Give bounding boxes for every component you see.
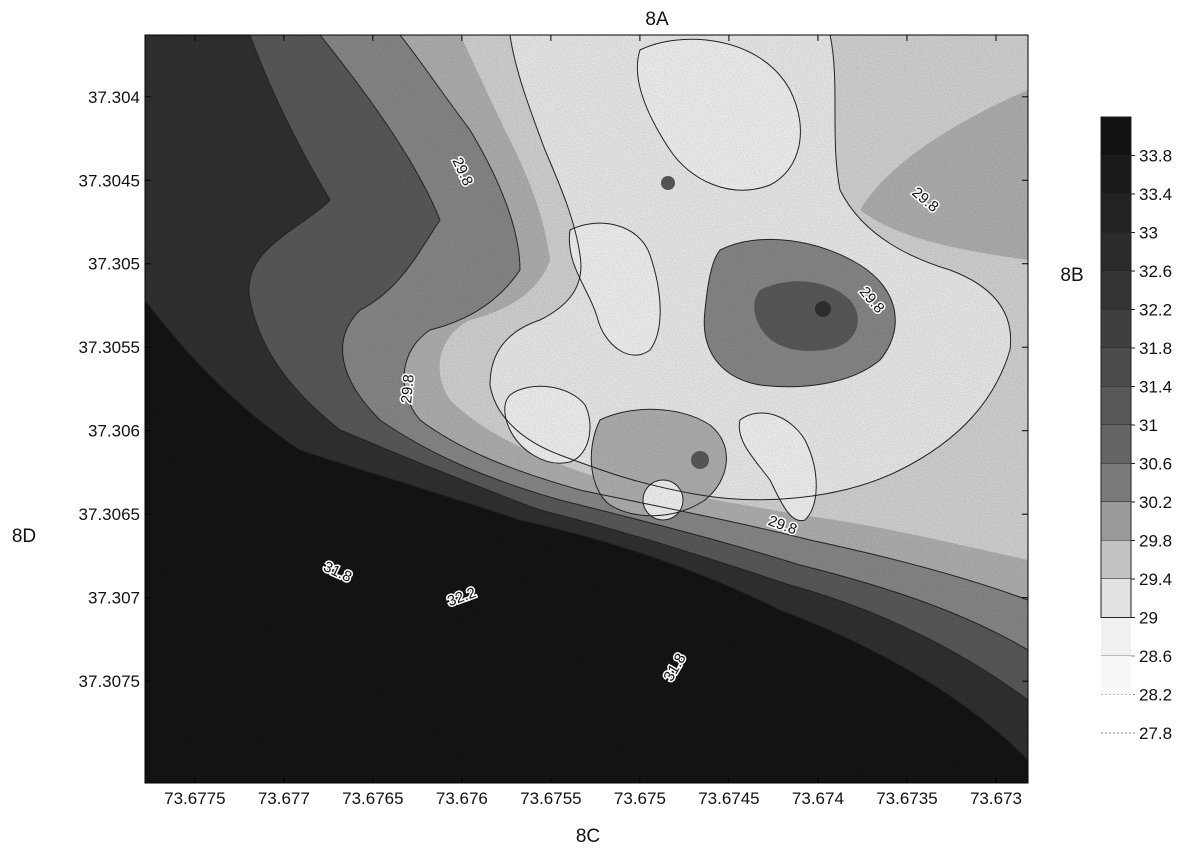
- contour-line-light: [399, 35, 1028, 601]
- legend-swatch: [1101, 271, 1131, 310]
- x-tick-label: 73.6775: [164, 789, 225, 808]
- legend-level-label: 29: [1139, 609, 1158, 628]
- y-tick-label: 37.3075: [79, 672, 140, 691]
- side-label-bottom: 8C: [576, 826, 600, 847]
- y-tick-label: 37.306: [88, 422, 140, 441]
- legend-swatch: [1101, 386, 1131, 425]
- legend-level-label: 28.6: [1139, 647, 1172, 666]
- legend-level-label: 28.2: [1139, 686, 1172, 705]
- legend-swatch: [1101, 194, 1131, 233]
- legend-swatch: [1101, 425, 1131, 464]
- legend-level-label: 31: [1139, 416, 1158, 435]
- legend-level-label: 32.2: [1139, 301, 1172, 320]
- legend-level-label: 29.4: [1139, 570, 1172, 589]
- axis-layer: 73.6775 73.677 73.6765 73.676 73.6755 73.675 7…: [79, 35, 1028, 808]
- legend-swatch: [1101, 155, 1131, 194]
- contour-line-right-pocket: [738, 412, 817, 522]
- side-label-left: 8D: [12, 526, 36, 547]
- y-tick-label: 37.3055: [79, 338, 140, 357]
- legend-swatch: [1101, 232, 1131, 271]
- y-tick-label: 37.305: [88, 255, 140, 274]
- y-tick-label: 37.3045: [79, 171, 140, 190]
- contour-line-bottom-pocket: [504, 385, 591, 464]
- legend-swatch: [1101, 502, 1131, 541]
- contour-plot-area: [145, 35, 1028, 783]
- legend-level-label: 27.8: [1139, 724, 1172, 743]
- x-tick-label: 73.674: [792, 789, 844, 808]
- contour-line-lower-island: [590, 408, 727, 517]
- legend-swatch: [1101, 463, 1131, 502]
- x-tick-label: 73.676: [436, 789, 488, 808]
- legend-swatch: [1101, 617, 1131, 656]
- contour-line-mid-dark: [248, 35, 1028, 701]
- contour-line-inner: [489, 35, 1012, 501]
- legend-swatch: [1101, 656, 1131, 695]
- x-tick-label: 73.6745: [698, 789, 759, 808]
- x-tick-label: 73.677: [258, 789, 310, 808]
- y-tick-label: 37.304: [88, 88, 140, 107]
- legend-level-label: 30.6: [1139, 455, 1172, 474]
- contour-line-dark-edge: [145, 299, 1028, 761]
- contour-value-label: 29.8: [398, 374, 417, 405]
- x-tick-label: 73.6755: [520, 789, 581, 808]
- legend-swatch: [1101, 348, 1131, 387]
- contour-line-outer: [319, 35, 1028, 651]
- side-label-right: 8B: [1060, 265, 1083, 286]
- contour-line-lower-ring: [642, 479, 684, 521]
- x-tick-label: 73.675: [614, 789, 666, 808]
- y-tick-label: 37.3065: [79, 505, 140, 524]
- legend-level-label: 33.8: [1139, 147, 1172, 166]
- legend-level-label: 33: [1139, 224, 1158, 243]
- legend-level-label: 31.8: [1139, 339, 1172, 358]
- legend-frame: [1100, 116, 1132, 618]
- y-tick-label: 37.307: [88, 589, 140, 608]
- legend-level-label: 33.4: [1139, 185, 1172, 204]
- legend-swatch: [1101, 540, 1131, 579]
- x-tick-label: 73.673: [970, 789, 1022, 808]
- contour-line-top-pocket: [636, 38, 801, 191]
- contour-lines: [145, 35, 1028, 761]
- plot-frame: [144, 34, 1029, 784]
- side-label-top: 8A: [645, 9, 669, 30]
- legend-level-label: 29.8: [1139, 532, 1172, 551]
- legend-level-label: 31.4: [1139, 378, 1172, 397]
- legend-level-label: 32.6: [1139, 262, 1172, 281]
- contour-line-center-island: [703, 238, 896, 388]
- color-legend: 33.8 33.4 33 32.6 32.2 31.8 31.4 31 30.6 30.2 29.8…: [1100, 116, 1172, 743]
- x-tick-label: 73.6735: [876, 789, 937, 808]
- legend-level-label: 30.2: [1139, 493, 1172, 512]
- legend-swatch: [1101, 694, 1131, 733]
- legend-swatch: [1101, 309, 1131, 348]
- legend-swatch: [1101, 579, 1131, 618]
- contour-line-left-pocket: [568, 222, 661, 356]
- legend-swatch: [1101, 117, 1131, 156]
- x-tick-label: 73.6765: [342, 789, 403, 808]
